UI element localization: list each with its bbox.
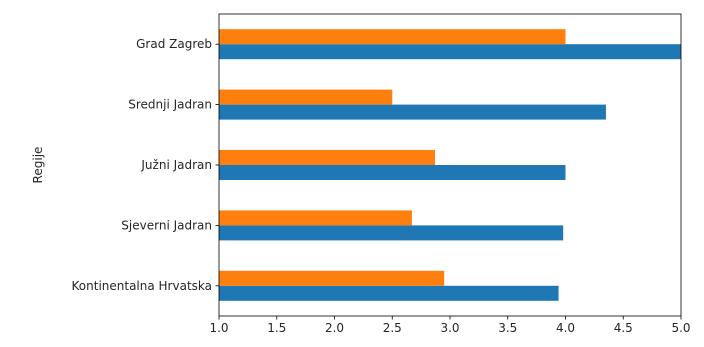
y-tick-label: Kontinentalna Hrvatska bbox=[72, 279, 212, 293]
bar-blue-0 bbox=[219, 285, 559, 301]
bar-blue-2 bbox=[219, 165, 566, 180]
x-tick-label: 2.5 bbox=[383, 321, 402, 335]
y-tick-label: Srednji Jadran bbox=[128, 98, 212, 112]
bar-orange-0 bbox=[219, 270, 445, 286]
bar-blue-1 bbox=[219, 225, 564, 241]
x-tick-label: 4.5 bbox=[614, 321, 633, 335]
x-tick-label: 5.0 bbox=[671, 321, 690, 335]
bars-layer bbox=[219, 29, 681, 301]
plot-frame bbox=[218, 13, 682, 317]
y-tick-label: Južni Jadran bbox=[140, 158, 212, 172]
bar-orange-3 bbox=[219, 89, 393, 105]
x-axis-ticks: 1.0 1.5 2.0 2.5 3.0 3.5 4.0 4.5 5.0 bbox=[209, 316, 691, 335]
bar-blue-4 bbox=[219, 44, 681, 60]
y-tick-label: Sjeverni Jadran bbox=[121, 218, 212, 232]
bar-orange-4 bbox=[219, 29, 566, 45]
x-tick-label: 3.5 bbox=[498, 321, 517, 335]
x-tick-label: 1.0 bbox=[209, 321, 228, 335]
bar-orange-1 bbox=[219, 210, 412, 226]
bar-blue-3 bbox=[219, 104, 606, 120]
bar-orange-2 bbox=[219, 150, 435, 165]
x-tick-label: 1.5 bbox=[267, 321, 286, 335]
x-tick-label: 3.0 bbox=[440, 321, 459, 335]
y-tick-label: Grad Zagreb bbox=[136, 37, 212, 51]
x-tick-label: 4.0 bbox=[556, 321, 575, 335]
y-axis-ticks: Kontinentalna Hrvatska Sjeverni Jadran Juž… bbox=[72, 37, 219, 293]
x-tick-label: 2.0 bbox=[325, 321, 344, 335]
y-axis-label: Regije bbox=[31, 147, 45, 184]
